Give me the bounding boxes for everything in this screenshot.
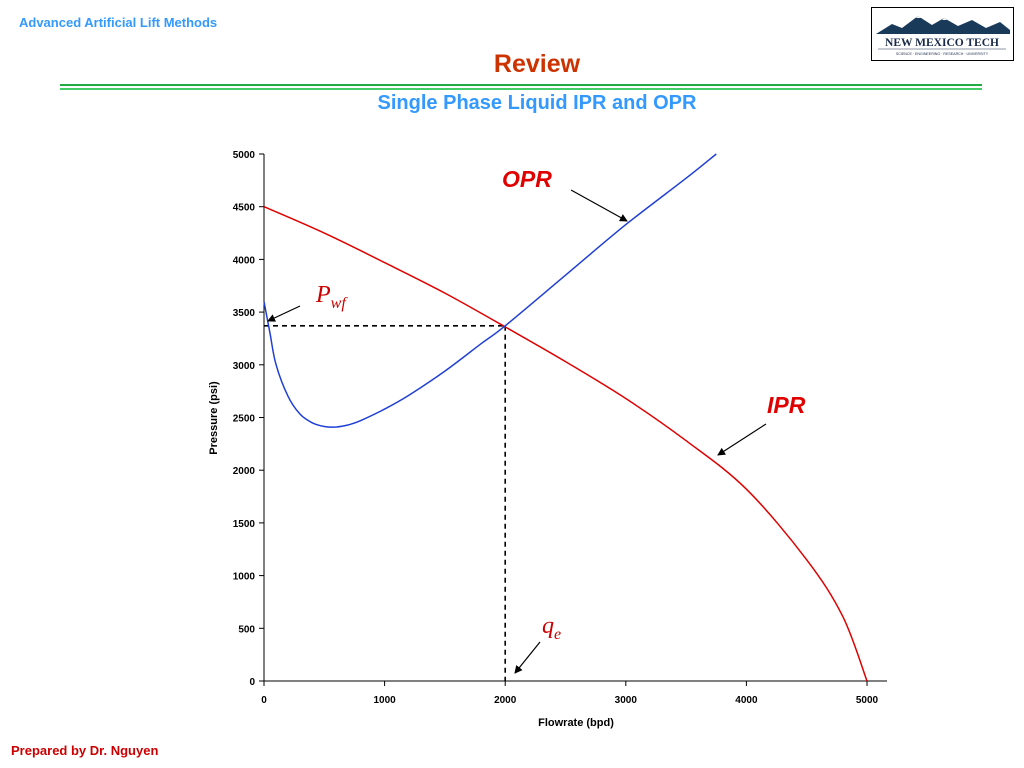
logo-text: NEW MEXICO TECH (885, 37, 999, 49)
y-tick-label: 4500 (233, 203, 256, 214)
logo-graphic: NEW MEXICO TECH SCIENCE · ENGINEERING · … (876, 16, 1010, 56)
y-tick-label: 5000 (233, 150, 256, 161)
x-tick-label: 5000 (856, 695, 879, 706)
x-tick-label: 2000 (494, 695, 517, 706)
qe-label: qe (542, 613, 561, 643)
y-tick-label: 1500 (233, 519, 256, 530)
y-tick-label: 4000 (233, 255, 256, 266)
pwf-subscript: wf (331, 295, 349, 312)
qe-subscript: e (554, 626, 561, 643)
opr-arrow (570, 189, 628, 222)
title-divider-lower (60, 88, 982, 90)
footer-author: Prepared by Dr. Nguyen (11, 743, 159, 758)
opr-curve (263, 153, 717, 428)
y-tick-label: 2500 (233, 414, 256, 425)
y-tick-label: 3000 (233, 361, 256, 372)
ipr-curve (263, 206, 868, 682)
slide-subtitle: Single Phase Liquid IPR and OPR (377, 92, 697, 114)
pwf-symbol: P (315, 282, 331, 308)
x-axis-label: Flowrate (bpd) (538, 717, 614, 729)
title-divider (60, 84, 982, 86)
qe-arrow (514, 641, 541, 674)
x-tick-label: 1000 (373, 695, 396, 706)
y-tick-label: 0 (249, 677, 255, 688)
pwf-label: Pwf (315, 282, 348, 312)
x-tick-label: 3000 (615, 695, 638, 706)
slide-title: Review (493, 50, 581, 78)
y-tick-label: 1000 (233, 572, 256, 583)
ipr-arrow (717, 423, 767, 456)
x-tick-label: 4000 (735, 695, 758, 706)
opr-label: OPR (502, 166, 552, 192)
pwf-arrow (267, 305, 301, 322)
university-logo: NEW MEXICO TECH SCIENCE · ENGINEERING · … (871, 7, 1014, 61)
ipr-label: IPR (767, 392, 806, 418)
y-tick-label: 3500 (233, 308, 256, 319)
course-title: Advanced Artificial Lift Methods (19, 15, 218, 30)
y-tick-label: 500 (238, 624, 255, 635)
x-tick-label: 0 (261, 695, 267, 706)
qe-symbol: q (542, 613, 554, 639)
y-axis-label: Pressure (psi) (208, 381, 220, 455)
y-tick-label: 2000 (233, 466, 256, 477)
logo-tagline: SCIENCE · ENGINEERING · RESEARCH · UNIVE… (896, 52, 989, 56)
